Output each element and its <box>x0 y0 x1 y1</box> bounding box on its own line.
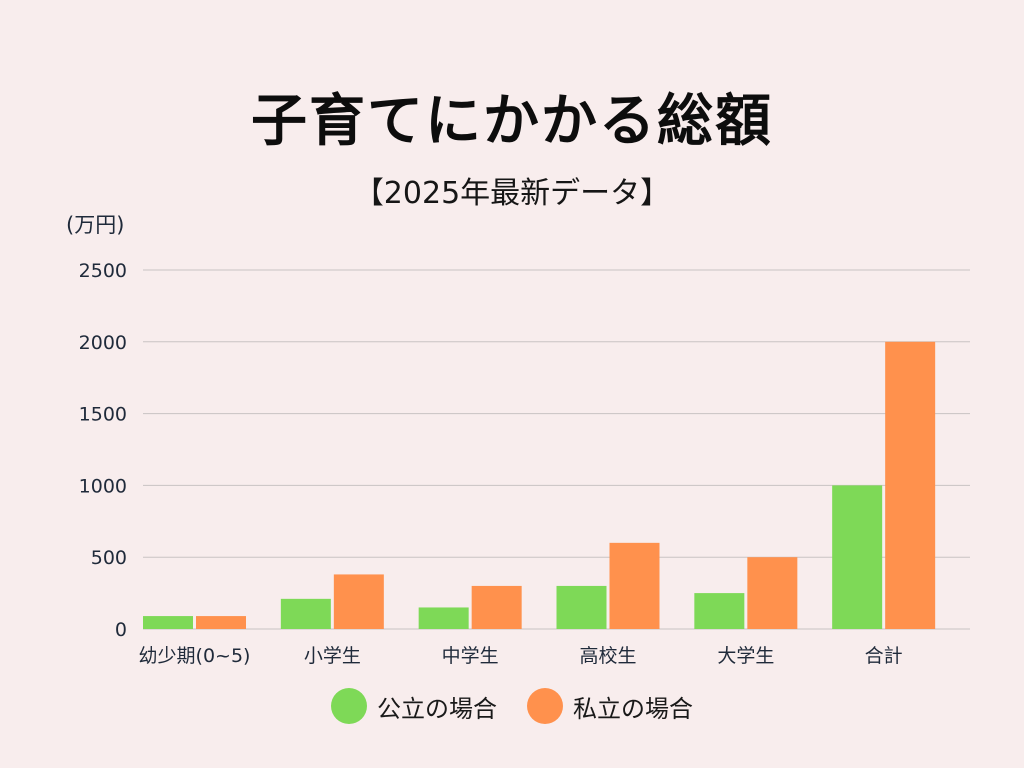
y-tick-label: 1000 <box>79 475 127 497</box>
chart-title: 子育てにかかる総額 <box>251 89 773 154</box>
y-axis-unit-label: (万円) <box>66 213 124 237</box>
legend-item-public: 公立の場合 <box>331 688 497 724</box>
bar-public <box>832 485 883 629</box>
legend-label-private: 私立の場合 <box>573 694 693 723</box>
category-label: 合計 <box>865 645 903 667</box>
bar-public <box>418 607 469 629</box>
bar-private <box>885 341 936 629</box>
bar-public <box>143 616 193 629</box>
category-label: 大学生 <box>717 645 774 667</box>
bars <box>143 341 936 629</box>
legend-item-private: 私立の場合 <box>527 688 693 724</box>
bar-private <box>196 616 246 629</box>
y-tick-label: 500 <box>91 547 127 569</box>
y-tick-label: 2500 <box>79 260 127 282</box>
bar-private <box>471 585 522 629</box>
legend-label-public: 公立の場合 <box>377 694 497 723</box>
y-tick-label: 0 <box>115 619 127 641</box>
y-tick-label: 1500 <box>79 404 127 426</box>
bar-public <box>556 585 607 629</box>
bar-private <box>609 542 660 629</box>
bar-public <box>694 593 745 629</box>
category-label: 中学生 <box>442 645 499 667</box>
y-tick-labels: 0 500 1000 1500 2000 2500 <box>79 260 127 641</box>
legend-swatch-public <box>331 688 367 724</box>
category-labels: 幼少期(0~5) 小学生 中学生 高校生 大学生 合計 <box>139 645 903 667</box>
bar-private <box>747 557 798 629</box>
bar-public <box>280 598 331 629</box>
chart-subtitle: 【2025年最新データ】 <box>353 176 671 211</box>
y-tick-label: 2000 <box>79 332 127 354</box>
category-label: 小学生 <box>304 645 361 667</box>
category-label: 幼少期(0~5) <box>139 645 251 667</box>
bar-private <box>333 574 384 629</box>
legend-swatch-private <box>527 688 563 724</box>
legend: 公立の場合 私立の場合 <box>0 688 1024 724</box>
category-label: 高校生 <box>579 645 636 667</box>
